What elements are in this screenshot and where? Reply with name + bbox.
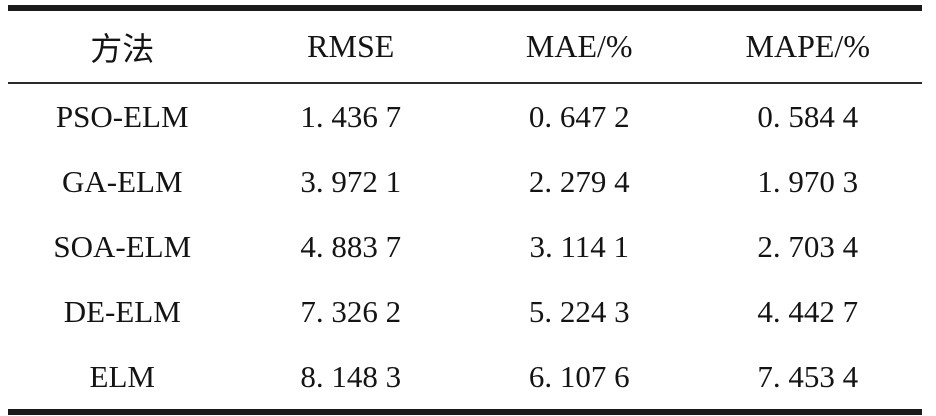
mape-cell: 1. 970 3 [757, 163, 859, 199]
mape-cell: 7. 453 4 [757, 358, 859, 394]
mae-cell: 3. 114 1 [529, 228, 630, 264]
method-cell: SOA-ELM [53, 228, 192, 264]
rmse-cell: 3. 972 1 [300, 163, 402, 199]
rmse-cell: 4. 883 7 [300, 228, 402, 264]
column-header-rmse: RMSE [236, 8, 465, 84]
table-header-row: 方法 RMSE MAE/% MAPE/% [8, 8, 922, 84]
method-cell: ELM [89, 358, 155, 394]
mae-cell: 5. 224 3 [528, 293, 630, 329]
rmse-cell: 7. 326 2 [300, 293, 402, 329]
method-cell: PSO-ELM [55, 98, 189, 134]
column-header-mape: MAPE/% [693, 8, 922, 84]
method-cell: GA-ELM [61, 163, 183, 199]
mape-cell: 0. 584 4 [757, 98, 859, 134]
mae-cell: 6. 107 6 [528, 358, 630, 394]
table-row: ELM 8. 148 3 6. 107 6 7. 453 4 [8, 344, 922, 412]
rmse-cell: 8. 148 3 [300, 358, 402, 394]
mae-cell: 0. 647 2 [528, 98, 630, 134]
table-row: SOA-ELM 4. 883 7 3. 114 1 2. 703 4 [8, 214, 922, 279]
method-cell: DE-ELM [63, 293, 181, 329]
table-row: DE-ELM 7. 326 2 5. 224 3 4. 442 7 [8, 279, 922, 344]
table-row: GA-ELM 3. 972 1 2. 279 4 1. 970 3 [8, 149, 922, 214]
column-header-mae: MAE/% [465, 8, 694, 84]
mape-cell: 4. 442 7 [757, 293, 859, 329]
mape-cell: 2. 703 4 [757, 228, 859, 264]
column-header-method: 方法 [8, 8, 237, 84]
rmse-cell: 1. 436 7 [300, 98, 402, 134]
table-row: PSO-ELM 1. 436 7 0. 647 2 0. 584 4 [8, 83, 922, 149]
mae-cell: 2. 279 4 [528, 163, 630, 199]
results-table: 方法 RMSE MAE/% MAPE/% PSO-ELM 1. 436 7 0.… [8, 5, 922, 415]
